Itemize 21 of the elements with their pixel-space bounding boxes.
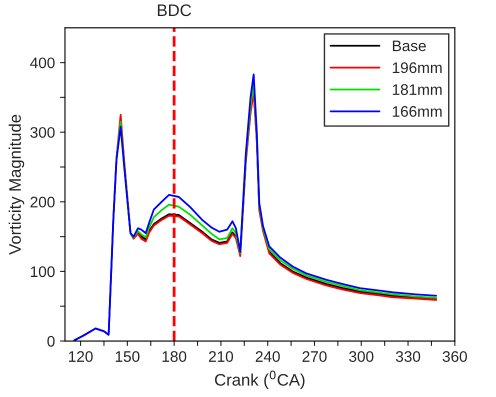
x-tick-label: 300 [349,351,374,362]
y-tick-label: 400 [30,57,55,68]
legend-label: Base [392,40,426,52]
x-tick-label: 180 [162,351,186,362]
ref-line-label: BDC [158,4,192,16]
x-tick-label: 270 [302,351,327,362]
x-tick-label: 210 [208,351,234,362]
legend-label: 166mm [392,106,442,117]
y-tick-label: 100 [30,266,55,278]
x-axis-title: Crank ($^{0}$CA) [215,370,304,390]
legend-label: 196mm [392,62,442,74]
legend-label: 181mm [392,84,442,95]
y-tick-label: 200 [30,196,55,208]
y-tick-label: 300 [30,127,55,138]
y-axis-title: Vorticity Magnitude [8,114,24,255]
x-tick-label: 330 [396,351,420,362]
x-tick-label: 240 [256,351,280,362]
y-tick-label: 0 [47,336,55,347]
x-tick-label: 360 [442,351,467,362]
x-tick-label: 120 [68,351,93,362]
x-tick-label: 150 [116,351,140,362]
